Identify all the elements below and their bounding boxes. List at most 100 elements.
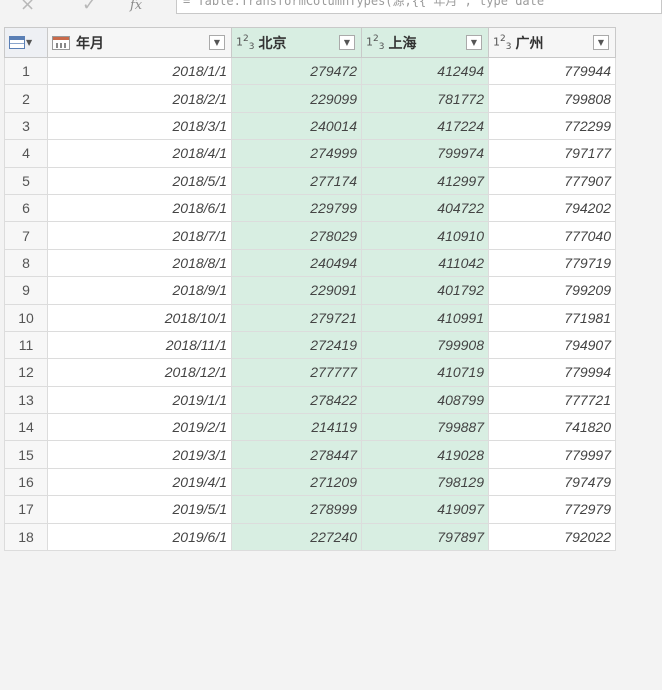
- column-filter-button[interactable]: ▼: [466, 35, 482, 50]
- cell-beijing[interactable]: 240014: [231, 111, 362, 141]
- cell-shanghai[interactable]: 410910: [361, 221, 489, 250]
- cell-date[interactable]: 2018/10/1: [47, 303, 232, 332]
- cell-guangzhou[interactable]: 772299: [488, 111, 616, 141]
- cell-date[interactable]: 2018/3/1: [47, 111, 232, 141]
- cell-beijing[interactable]: 279472: [231, 56, 362, 86]
- cell-beijing[interactable]: 278447: [231, 440, 362, 469]
- cell-date[interactable]: 2018/4/1: [47, 139, 232, 168]
- cell-shanghai[interactable]: 417224: [361, 111, 489, 141]
- cell-guangzhou[interactable]: 741820: [488, 413, 616, 442]
- cell-beijing[interactable]: 278029: [231, 221, 362, 250]
- cell-date[interactable]: 2018/9/1: [47, 276, 232, 305]
- cell-shanghai[interactable]: 412997: [361, 166, 489, 195]
- cell-beijing[interactable]: 271209: [231, 467, 362, 497]
- row-number[interactable]: 5: [4, 166, 48, 195]
- cell-guangzhou[interactable]: 777907: [488, 166, 616, 195]
- cell-shanghai[interactable]: 408799: [361, 385, 489, 415]
- cell-date[interactable]: 2019/5/1: [47, 495, 232, 524]
- cell-guangzhou[interactable]: 779719: [488, 248, 616, 278]
- cell-guangzhou[interactable]: 779944: [488, 56, 616, 86]
- cell-shanghai[interactable]: 419097: [361, 495, 489, 524]
- cell-beijing[interactable]: 240494: [231, 248, 362, 278]
- cancel-icon[interactable]: ×: [20, 0, 36, 15]
- cell-date[interactable]: 2018/6/1: [47, 193, 232, 223]
- row-number[interactable]: 15: [4, 440, 48, 469]
- row-number[interactable]: 11: [4, 330, 48, 360]
- row-number[interactable]: 8: [4, 248, 48, 278]
- column-header-shanghai[interactable]: 123 上海 ▼: [361, 27, 489, 58]
- cell-shanghai[interactable]: 404722: [361, 193, 489, 223]
- cell-date[interactable]: 2018/12/1: [47, 358, 232, 387]
- column-header-guangzhou[interactable]: 123 广州 ▼: [488, 27, 616, 58]
- row-number[interactable]: 17: [4, 495, 48, 524]
- column-filter-button[interactable]: ▼: [209, 35, 225, 50]
- row-number[interactable]: 14: [4, 413, 48, 442]
- row-number[interactable]: 9: [4, 276, 48, 305]
- whole-number-type-icon[interactable]: 123: [236, 33, 255, 52]
- whole-number-type-icon[interactable]: 123: [366, 33, 385, 52]
- cell-shanghai[interactable]: 410719: [361, 358, 489, 387]
- formula-input[interactable]: = Table.TransformColumnTypes(源,{{"年月", t…: [176, 0, 662, 14]
- row-number[interactable]: 4: [4, 139, 48, 168]
- row-number[interactable]: 2: [4, 84, 48, 113]
- cell-beijing[interactable]: 274999: [231, 139, 362, 168]
- column-header-beijing[interactable]: 123 北京 ▼: [231, 27, 362, 58]
- cell-beijing[interactable]: 227240: [231, 522, 362, 552]
- row-number[interactable]: 12: [4, 358, 48, 387]
- cell-shanghai[interactable]: 781772: [361, 84, 489, 113]
- cell-shanghai[interactable]: 410991: [361, 303, 489, 332]
- row-number[interactable]: 6: [4, 193, 48, 223]
- cell-guangzhou[interactable]: 797479: [488, 467, 616, 497]
- cell-date[interactable]: 2019/4/1: [47, 467, 232, 497]
- cell-beijing[interactable]: 214119: [231, 413, 362, 442]
- cell-shanghai[interactable]: 401792: [361, 276, 489, 305]
- cell-shanghai[interactable]: 797897: [361, 522, 489, 552]
- cell-guangzhou[interactable]: 794907: [488, 330, 616, 360]
- cell-date[interactable]: 2018/2/1: [47, 84, 232, 113]
- cell-guangzhou[interactable]: 794202: [488, 193, 616, 223]
- row-number[interactable]: 3: [4, 111, 48, 141]
- whole-number-type-icon[interactable]: 123: [493, 33, 512, 52]
- cell-beijing[interactable]: 278422: [231, 385, 362, 415]
- cell-date[interactable]: 2019/3/1: [47, 440, 232, 469]
- cell-date[interactable]: 2018/1/1: [47, 56, 232, 86]
- cell-guangzhou[interactable]: 799209: [488, 276, 616, 305]
- cell-beijing[interactable]: 278999: [231, 495, 362, 524]
- cell-date[interactable]: 2019/1/1: [47, 385, 232, 415]
- cell-guangzhou[interactable]: 779997: [488, 440, 616, 469]
- cell-beijing[interactable]: 277174: [231, 166, 362, 195]
- cell-beijing[interactable]: 229091: [231, 276, 362, 305]
- row-number[interactable]: 16: [4, 467, 48, 497]
- cell-shanghai[interactable]: 419028: [361, 440, 489, 469]
- cell-shanghai[interactable]: 798129: [361, 467, 489, 497]
- cell-guangzhou[interactable]: 779994: [488, 358, 616, 387]
- calendar-icon[interactable]: [52, 35, 70, 50]
- row-number[interactable]: 7: [4, 221, 48, 250]
- fx-icon[interactable]: fx: [130, 0, 143, 13]
- cell-guangzhou[interactable]: 777721: [488, 385, 616, 415]
- cell-beijing[interactable]: 229799: [231, 193, 362, 223]
- cell-guangzhou[interactable]: 799808: [488, 84, 616, 113]
- cell-shanghai[interactable]: 799974: [361, 139, 489, 168]
- cell-beijing[interactable]: 272419: [231, 330, 362, 360]
- row-number[interactable]: 10: [4, 303, 48, 332]
- column-header-date[interactable]: 年月 ▼: [47, 27, 232, 58]
- cell-guangzhou[interactable]: 797177: [488, 139, 616, 168]
- cell-shanghai[interactable]: 412494: [361, 56, 489, 86]
- cell-guangzhou[interactable]: 792022: [488, 522, 616, 552]
- table-menu-button[interactable]: ▼: [4, 27, 48, 58]
- cell-beijing[interactable]: 279721: [231, 303, 362, 332]
- row-number[interactable]: 18: [4, 522, 48, 552]
- cell-shanghai[interactable]: 799887: [361, 413, 489, 442]
- cell-date[interactable]: 2019/2/1: [47, 413, 232, 442]
- row-number[interactable]: 13: [4, 385, 48, 415]
- column-filter-button[interactable]: ▼: [593, 35, 609, 50]
- cell-guangzhou[interactable]: 777040: [488, 221, 616, 250]
- cell-beijing[interactable]: 229099: [231, 84, 362, 113]
- cell-date[interactable]: 2018/7/1: [47, 221, 232, 250]
- cell-shanghai[interactable]: 799908: [361, 330, 489, 360]
- cell-guangzhou[interactable]: 772979: [488, 495, 616, 524]
- cell-beijing[interactable]: 277777: [231, 358, 362, 387]
- confirm-icon[interactable]: ✓: [82, 0, 98, 15]
- cell-shanghai[interactable]: 411042: [361, 248, 489, 278]
